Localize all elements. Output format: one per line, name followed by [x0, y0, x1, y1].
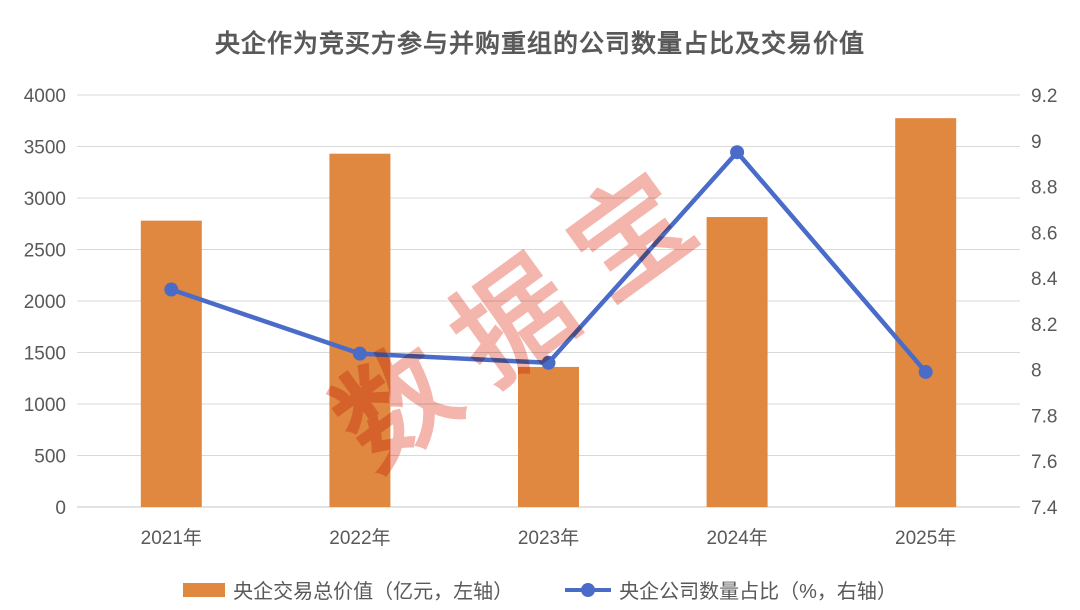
bar-2021年: [140, 220, 202, 507]
line-series-swatch: [565, 582, 612, 597]
right-axis-tick-label: 7.8: [1031, 406, 1057, 427]
line-marker-2025年: [918, 364, 933, 379]
right-axis-tick-label: 9: [1031, 132, 1042, 153]
left-axis-tick-label: 4000: [24, 86, 66, 107]
legend-label-bar-series: 央企交易总价值（亿元，左轴）: [233, 581, 514, 603]
right-axis-tick-label: 8.2: [1031, 315, 1057, 336]
left-axis-tick-label: 0: [55, 498, 66, 519]
legend-item-bar-series: 央企交易总价值（亿元，左轴）: [183, 575, 513, 604]
x-axis-category-label: 2022年: [329, 527, 390, 549]
x-axis-category-label: 2023年: [518, 527, 579, 549]
right-axis-tick-label: 9.2: [1031, 86, 1057, 107]
line-series-path: [169, 149, 928, 375]
left-axis-tick-label: 2500: [24, 241, 66, 262]
left-axis-tick-label: 3000: [24, 189, 66, 210]
right-axis-tick-label: 8.4: [1031, 269, 1058, 290]
right-axis-tick-label: 7.6: [1031, 452, 1057, 473]
line-swatch-marker-icon: [581, 582, 596, 597]
right-axis-tick-label: 8.8: [1031, 178, 1057, 199]
right-axis-tick-label: 8: [1031, 361, 1042, 382]
x-axis-category-label: 2021年: [141, 527, 202, 549]
legend-label-line-series: 央企公司数量占比（%，右轴）: [619, 581, 897, 603]
right-axis-tick-label: 7.4: [1031, 498, 1058, 519]
x-axis-category-label: 2025年: [895, 527, 956, 549]
bar-2022年: [329, 153, 391, 507]
bar-2024年: [706, 217, 768, 507]
line-marker-2024年: [730, 145, 745, 160]
left-axis-tick-label: 2000: [24, 292, 66, 313]
left-axis-tick-label: 1500: [24, 344, 66, 365]
line-marker-2022年: [352, 346, 367, 361]
chart-title: 央企作为竞买方参与并购重组的公司数量占比及交易价值: [214, 30, 865, 58]
bar-2025年: [895, 118, 957, 508]
left-axis-tick-label: 3500: [24, 138, 66, 159]
legend-item-line-series: 央企公司数量占比（%，右轴）: [565, 575, 897, 604]
bar-series-swatch: [183, 582, 226, 597]
chart-legend: 央企交易总价值（亿元，左轴） 央企公司数量占比（%，右轴）: [0, 575, 1080, 604]
left-axis-tick-label: 1000: [24, 395, 66, 416]
left-axis-tick-label: 500: [34, 447, 66, 468]
x-axis-category-label: 2024年: [706, 527, 767, 549]
line-marker-2023年: [541, 355, 556, 370]
right-axis-tick-label: 8.6: [1031, 223, 1057, 244]
line-marker-2021年: [164, 282, 179, 297]
bar-2023年: [518, 366, 579, 507]
